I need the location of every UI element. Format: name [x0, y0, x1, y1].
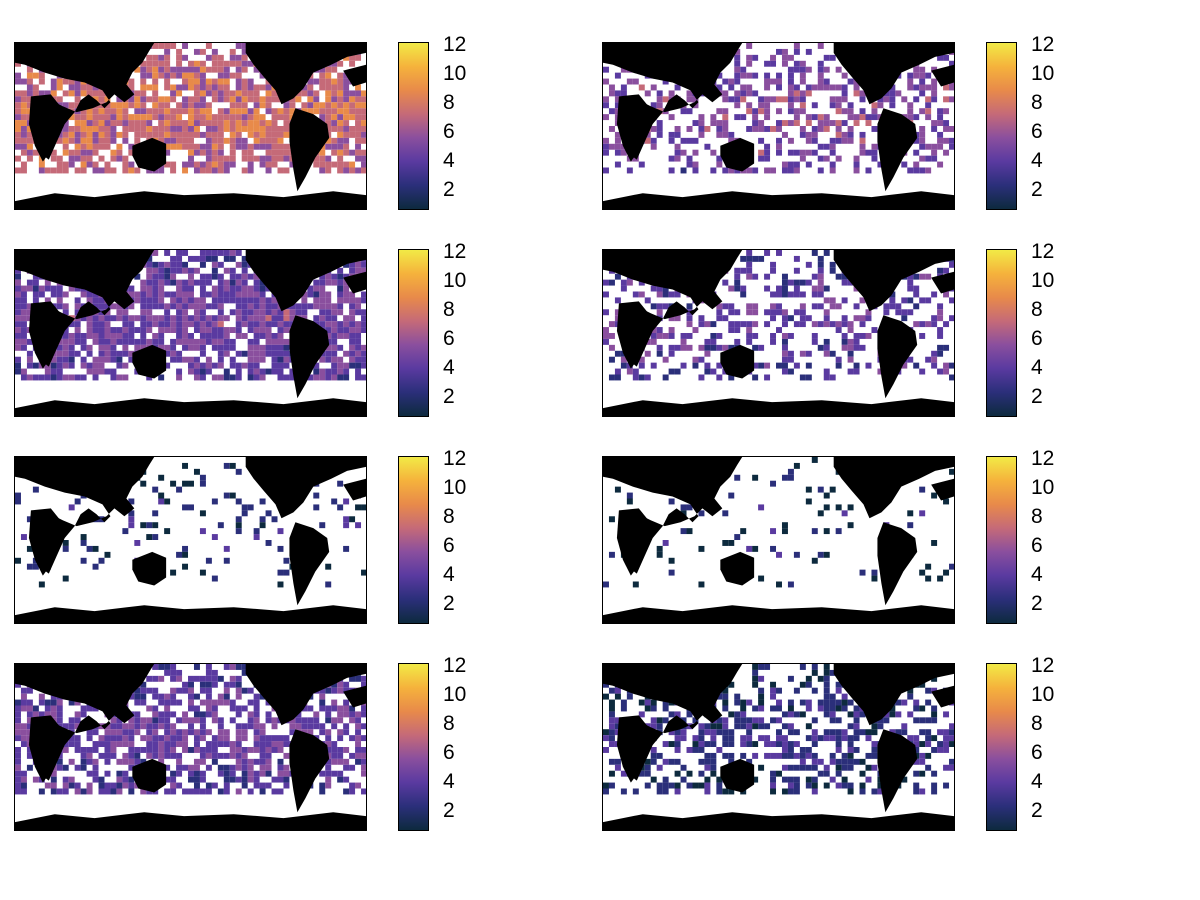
- colorbar-tick-label: 10: [1031, 476, 1055, 500]
- land-mask: [15, 250, 366, 416]
- colorbar-tick-label: 12: [1031, 447, 1055, 470]
- colorbar-tick-label: 4: [1031, 149, 1043, 173]
- colorbar-4: [986, 249, 1017, 417]
- colorbar-tick-label: 4: [443, 563, 455, 587]
- colorbar-tick-label: 8: [1031, 298, 1043, 322]
- colorbar-tick-label: 2: [443, 592, 455, 616]
- colorbar-tick-label: 6: [1031, 120, 1043, 144]
- colorbar-tick-label: 8: [1031, 505, 1043, 529]
- colorbar-tick-label: 8: [443, 712, 455, 736]
- colorbar-tick-label: 12: [1031, 654, 1055, 677]
- colorbar-tick-label: 12: [443, 33, 467, 56]
- map-canvas-8: [603, 664, 954, 830]
- colorbar-tick-label: 10: [443, 62, 467, 86]
- land-mask: [603, 457, 954, 623]
- map-panel-8: [602, 663, 955, 831]
- map-canvas-6: [603, 457, 954, 623]
- colorbar-6: [986, 456, 1017, 624]
- colorbar-tick-label: 2: [443, 178, 455, 202]
- map-panel-6: [602, 456, 955, 624]
- colorbar-tick-label: 12: [443, 240, 467, 263]
- colorbar-tick-label: 10: [1031, 683, 1055, 707]
- map-canvas-4: [603, 250, 954, 416]
- colorbar-tick-label: 6: [1031, 741, 1043, 765]
- colorbar-tick-label: 6: [443, 534, 455, 558]
- colorbar-tick-label: 2: [443, 799, 455, 823]
- colorbar-tick-label: 8: [443, 91, 455, 115]
- colorbar-tick-label: 6: [443, 327, 455, 351]
- land-mask: [603, 43, 954, 209]
- map-canvas-7: [15, 664, 366, 830]
- map-panel-5: [14, 456, 367, 624]
- colorbar-tick-label: 4: [1031, 563, 1043, 587]
- colorbar-tick-label: 4: [443, 770, 455, 794]
- colorbar-tick-label: 10: [1031, 269, 1055, 293]
- map-panel-1: [14, 42, 367, 210]
- colorbar-tick-label: 2: [443, 385, 455, 409]
- map-canvas-5: [15, 457, 366, 623]
- colorbar-tick-label: 6: [443, 741, 455, 765]
- colorbar-tick-label: 4: [1031, 770, 1043, 794]
- map-canvas-2: [603, 43, 954, 209]
- colorbar-5: [398, 456, 429, 624]
- colorbar-tick-label: 8: [443, 298, 455, 322]
- colorbar-tick-label: 12: [1031, 33, 1055, 56]
- colorbar-tick-label: 10: [443, 476, 467, 500]
- map-canvas-3: [15, 250, 366, 416]
- colorbar-tick-label: 12: [1031, 240, 1055, 263]
- colorbar-1: [398, 42, 429, 210]
- colorbar-tick-label: 8: [443, 505, 455, 529]
- colorbar-tick-label: 12: [443, 447, 467, 470]
- map-panel-2: [602, 42, 955, 210]
- land-mask: [603, 664, 954, 830]
- colorbar-2: [986, 42, 1017, 210]
- colorbar-tick-label: 10: [443, 269, 467, 293]
- land-mask: [15, 43, 366, 209]
- colorbar-tick-label: 10: [1031, 62, 1055, 86]
- colorbar-3: [398, 249, 429, 417]
- land-mask: [603, 250, 954, 416]
- colorbar-tick-label: 2: [1031, 592, 1043, 616]
- colorbar-tick-label: 4: [443, 149, 455, 173]
- colorbar-tick-label: 10: [443, 683, 467, 707]
- colorbar-tick-label: 2: [1031, 799, 1043, 823]
- colorbar-tick-label: 2: [1031, 385, 1043, 409]
- colorbar-tick-label: 6: [1031, 534, 1043, 558]
- colorbar-tick-label: 6: [443, 120, 455, 144]
- colorbar-tick-label: 4: [1031, 356, 1043, 380]
- colorbar-tick-label: 6: [1031, 327, 1043, 351]
- colorbar-tick-label: 8: [1031, 712, 1043, 736]
- map-canvas-1: [15, 43, 366, 209]
- map-panel-4: [602, 249, 955, 417]
- colorbar-tick-label: 8: [1031, 91, 1043, 115]
- land-mask: [15, 664, 366, 830]
- map-panel-3: [14, 249, 367, 417]
- land-mask: [15, 457, 366, 623]
- map-panel-7: [14, 663, 367, 831]
- colorbar-tick-label: 4: [443, 356, 455, 380]
- colorbar-tick-label: 12: [443, 654, 467, 677]
- colorbar-7: [398, 663, 429, 831]
- colorbar-8: [986, 663, 1017, 831]
- colorbar-tick-label: 2: [1031, 178, 1043, 202]
